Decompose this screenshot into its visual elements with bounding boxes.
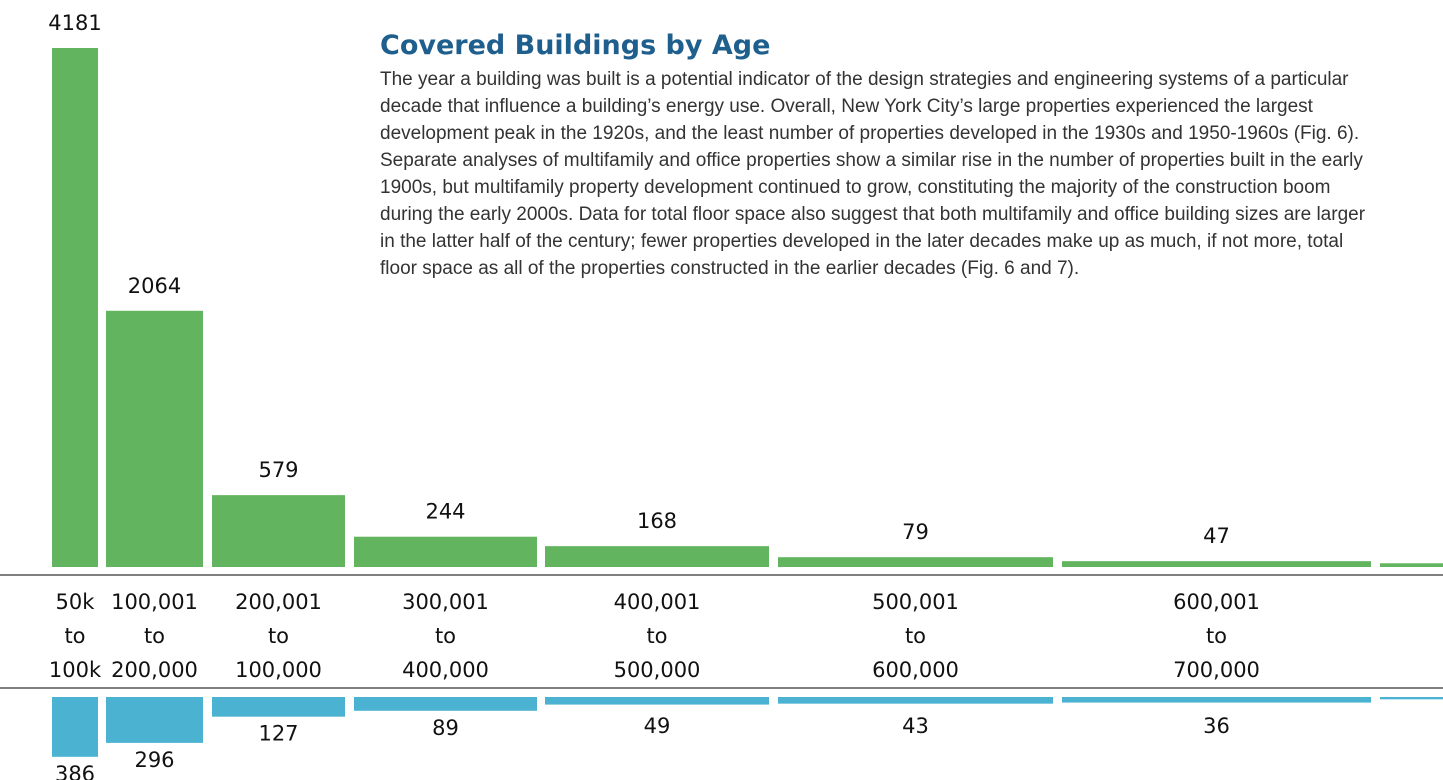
bar <box>212 697 345 717</box>
value-label: 36 <box>1203 714 1230 738</box>
description: The year a building was built is a poten… <box>380 69 1366 279</box>
bar <box>778 557 1053 567</box>
x-tick-label: to <box>1206 624 1227 648</box>
x-tick-label: 100,001 <box>111 590 198 614</box>
x-tick-label: to <box>905 624 926 648</box>
value-label: 47 <box>1203 524 1230 548</box>
value-label: 168 <box>637 509 677 533</box>
x-tick-label: 500,001 <box>872 590 959 614</box>
bar <box>354 536 537 567</box>
x-tick-label: 200,000 <box>111 658 198 682</box>
x-tick-label: 100k <box>49 658 102 682</box>
bar <box>778 697 1053 704</box>
value-label: 296 <box>134 748 174 772</box>
x-tick-label: 200,001 <box>235 590 322 614</box>
x-tick-label: 700,000 <box>1173 658 1260 682</box>
bar <box>1380 697 1443 700</box>
x-tick-label: 400,000 <box>402 658 489 682</box>
x-tick-label: to <box>435 624 456 648</box>
x-tick-label: 400,001 <box>614 590 701 614</box>
x-tick-label: to <box>268 624 289 648</box>
chart-title: Covered Buildings by Age <box>380 30 771 61</box>
x-tick-label: 300,001 <box>402 590 489 614</box>
bar <box>106 310 203 567</box>
bar <box>212 495 345 567</box>
x-tick-label: 600,001 <box>1173 590 1260 614</box>
bar <box>106 697 203 743</box>
value-label: 43 <box>902 714 929 738</box>
x-tick-label: 600,000 <box>872 658 959 682</box>
bar <box>52 697 98 757</box>
bar <box>1062 561 1371 567</box>
bar <box>1062 697 1371 703</box>
value-label: 2064 <box>128 274 181 298</box>
value-label: 89 <box>432 716 459 740</box>
bar <box>545 546 769 567</box>
bar <box>52 48 98 567</box>
value-label: 127 <box>258 722 298 746</box>
x-tick-label: to <box>64 624 85 648</box>
x-tick-label: 50k <box>56 590 96 614</box>
x-tick-label: 100,000 <box>235 658 322 682</box>
x-tick-label: to <box>646 624 667 648</box>
value-label: 579 <box>258 458 298 482</box>
bar <box>354 697 537 711</box>
bar <box>1380 563 1443 567</box>
x-tick-label: to <box>144 624 165 648</box>
value-label: 4181 <box>48 11 101 35</box>
bar <box>545 697 769 705</box>
x-tick-label: 500,000 <box>614 658 701 682</box>
value-label: 79 <box>902 520 929 544</box>
value-label: 244 <box>425 500 465 524</box>
value-label: 49 <box>644 714 671 738</box>
value-label: 386 <box>55 762 95 780</box>
